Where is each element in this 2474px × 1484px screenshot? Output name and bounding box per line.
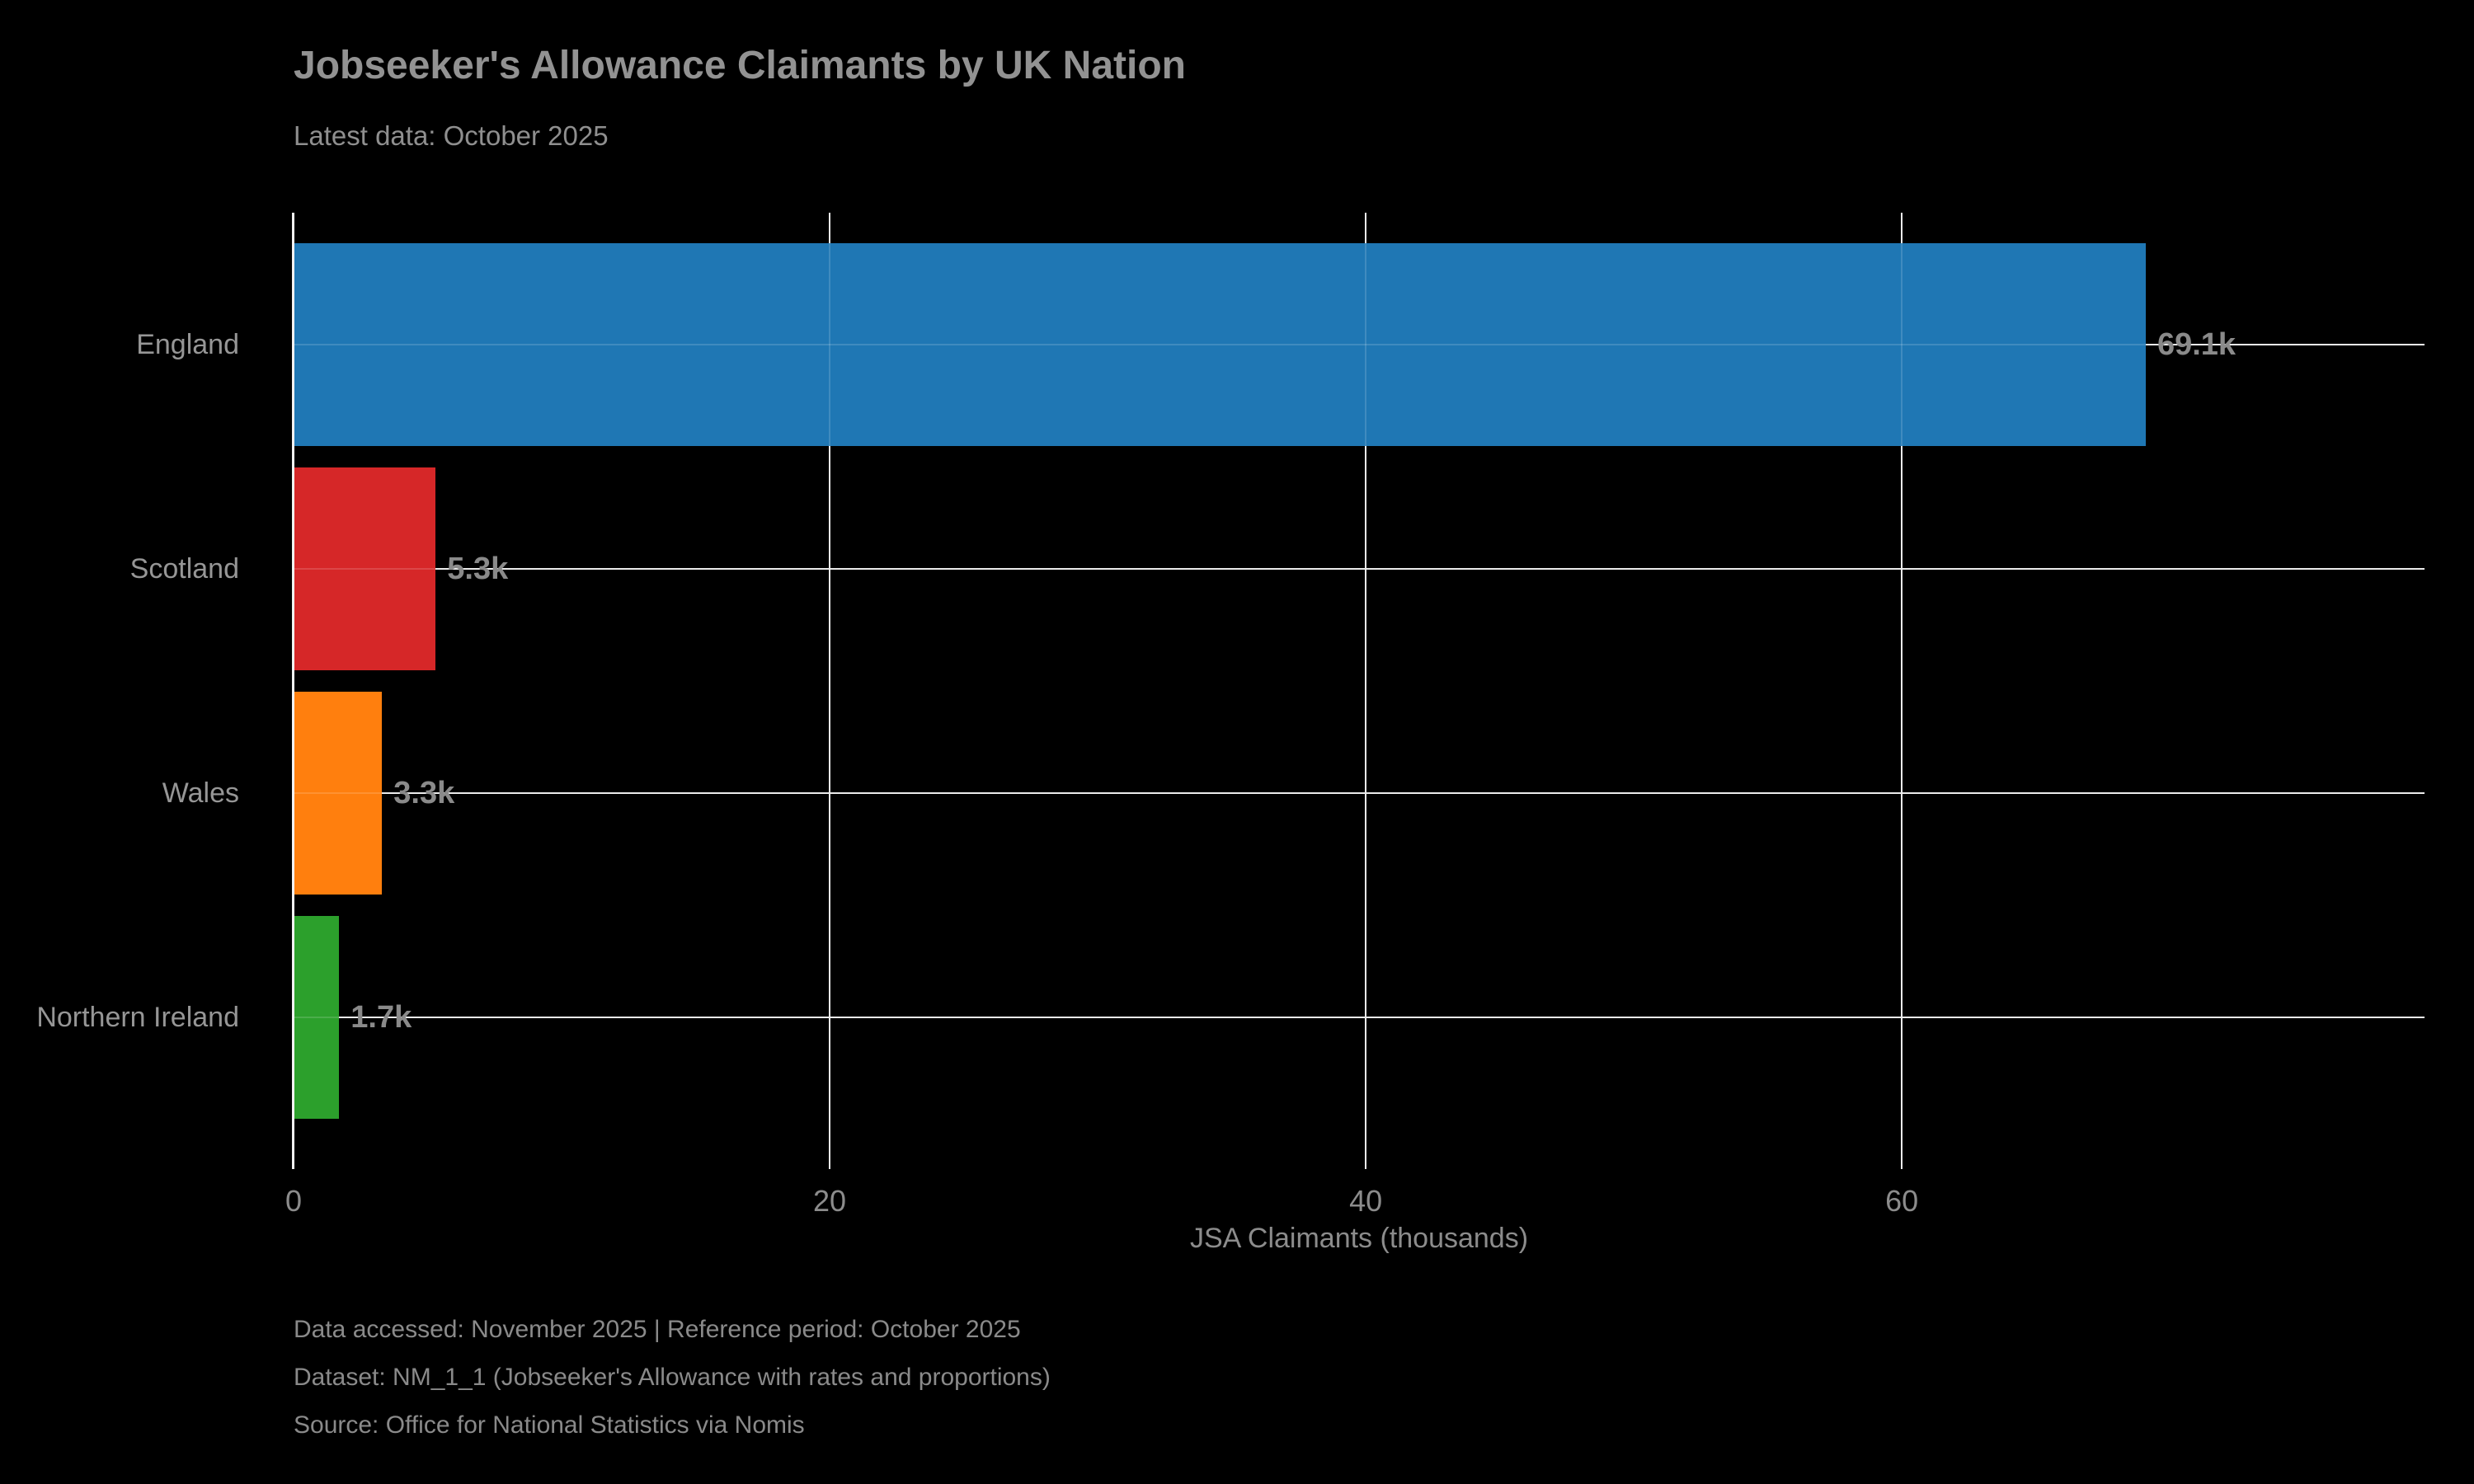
x-tick-label-20: 20 <box>813 1184 847 1218</box>
chart-title: Jobseeker's Allowance Claimants by UK Na… <box>294 44 1186 87</box>
category-label-england: England <box>136 329 239 360</box>
gridline-v-overlay-40 <box>1365 213 1367 1169</box>
value-label-northern-ireland: 1.7k <box>350 1000 412 1035</box>
gridline-h-overlay-scotland <box>294 568 2425 570</box>
gridline-v-40 <box>1365 213 1367 1169</box>
category-label-wales: Wales <box>162 777 239 809</box>
gridline-h-overlay-northern-ireland <box>294 1017 2425 1018</box>
bar-northern-ireland <box>294 916 340 1119</box>
x-axis-label: JSA Claimants (thousands) <box>1189 1223 1529 1254</box>
plot-area: JSA Claimants (thousands) 0 20 40 60 69.1k 5.… <box>285 213 2425 1254</box>
gridline-v-overlay-20 <box>829 213 831 1169</box>
value-label-wales: 3.3k <box>393 776 455 810</box>
gridline-v-60 <box>1901 213 1903 1169</box>
gridline-h-wales <box>294 792 2425 794</box>
chart-subtitle: Latest data: October 2025 <box>294 120 609 151</box>
x-tick-label-0: 0 <box>285 1184 303 1218</box>
gridline-h-overlay-wales <box>294 792 2425 794</box>
footer-line-source: Source: Office for National Statistics v… <box>294 1411 805 1439</box>
gridline-v-20 <box>829 213 831 1169</box>
value-label-scotland: 5.3k <box>447 552 509 586</box>
footer-line-accessed: Data accessed: November 2025 | Reference… <box>294 1316 1021 1343</box>
bar-wales <box>294 692 383 895</box>
bar-scotland <box>294 467 436 670</box>
x-tick-label-60: 60 <box>1885 1184 1919 1218</box>
category-label-northern-ireland: Northern Ireland <box>36 1002 239 1033</box>
footer-line-dataset: Dataset: NM_1_1 (Jobseeker's Allowance w… <box>294 1364 1051 1391</box>
bar-england <box>294 243 2146 446</box>
value-label-england: 69.1k <box>2157 327 2236 362</box>
gridline-h-scotland <box>294 568 2425 570</box>
gridline-h-overlay-england <box>294 344 2425 345</box>
gridline-v-overlay-60 <box>1901 213 1903 1169</box>
category-label-scotland: Scotland <box>129 553 239 585</box>
y-axis-spine <box>292 213 294 1169</box>
footer-attribution: Data accessed: November 2025 | Reference… <box>294 1306 1051 1449</box>
gridline-h-northern-ireland <box>294 1017 2425 1018</box>
x-tick-label-40: 40 <box>1349 1184 1383 1218</box>
